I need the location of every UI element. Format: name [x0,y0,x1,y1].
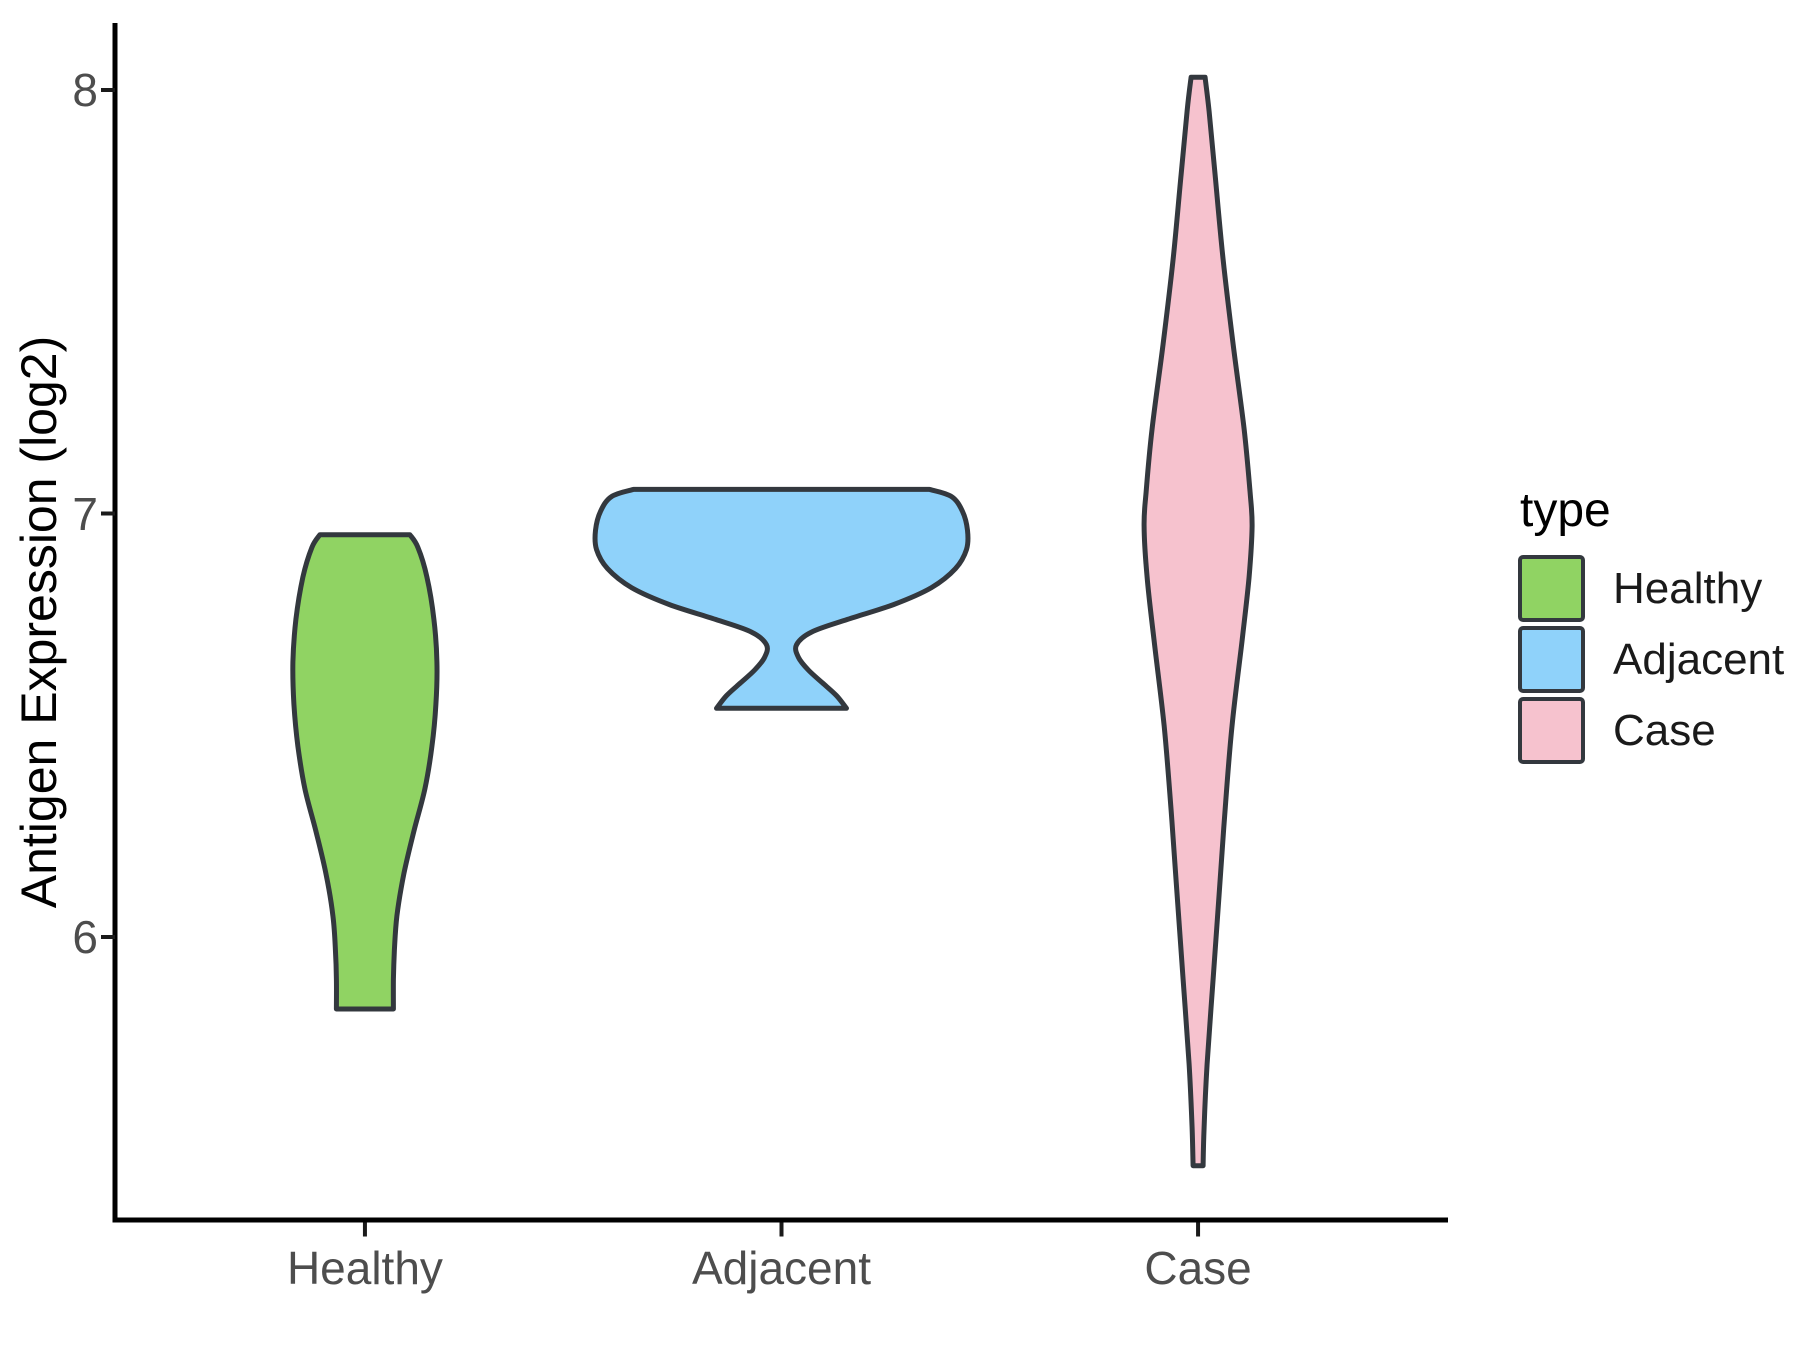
violin-healthy [290,532,440,1012]
x-axis-category-label: Adjacent [691,1242,871,1294]
y-tick-label: 7 [72,487,98,540]
legend-key-swatch [1518,555,1585,622]
legend-item: Adjacent [1518,626,1788,693]
legend-key-swatch [1518,697,1585,764]
legend-items: Healthy Adjacent Case [1518,555,1788,764]
legend-label: Case [1613,706,1716,755]
y-axis-title: Antigen Expression (log2) [11,335,67,909]
x-axis-category-label: Healthy [286,1242,443,1294]
legend-label: Adjacent [1613,635,1785,684]
x-axis-category-label: Case [1144,1242,1252,1294]
legend-title: type [1520,484,1611,537]
violin-adjacent [592,486,971,711]
legend: type Healthy Adjacent Case [1518,483,1788,764]
legend-key-swatch [1518,626,1585,693]
y-tick-label: 8 [72,64,98,116]
legend-label: Healthy [1613,564,1763,613]
legend-item: Healthy [1518,555,1788,622]
y-tick-label: 6 [72,911,98,963]
legend-item: Case [1518,697,1788,764]
violin-case [1141,74,1255,1169]
